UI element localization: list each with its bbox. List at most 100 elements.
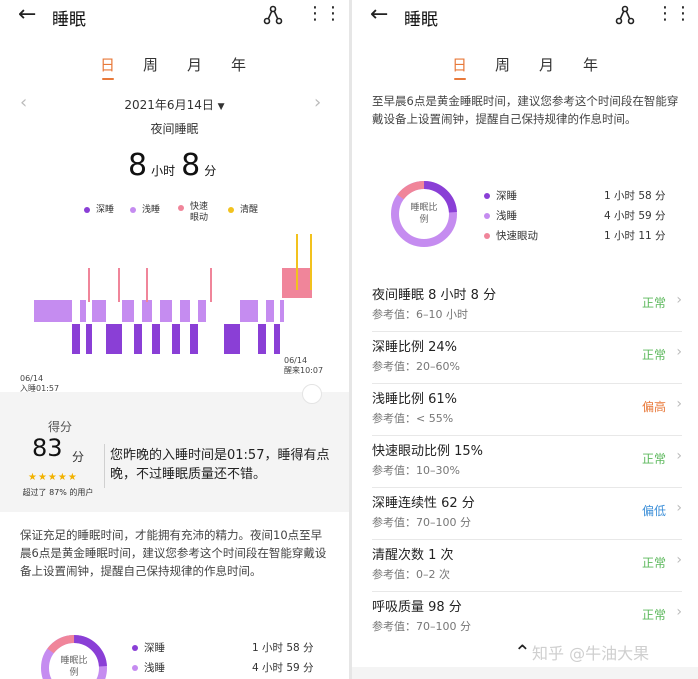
share-icon[interactable] [262,4,284,26]
sleep-segment [198,300,206,322]
deep-dot-icon [84,206,90,213]
divider [372,383,682,384]
more-icon[interactable]: ⋮⋮ [656,3,692,24]
metric-reference: 参考值：10–30% [372,464,460,477]
divider [104,444,105,488]
metric-row[interactable]: 深睡连续性 62 分 参考值：70–100 分 偏低 › [372,488,682,540]
metric-row[interactable]: 深睡比例 24% 参考值：20–60% 正常 › [372,332,682,384]
sleep-stage-chart [34,234,312,354]
prop-light: 浅睡 [132,660,165,675]
prop-deep-value: 1 小时 58 分 [604,190,666,202]
sleep-segment [142,300,152,322]
chevron-up-icon[interactable]: ⌃ [514,640,531,664]
advice-text: 保证充足的睡眠时间，才能拥有充沛的精力。夜间10点至早晨6点是黄金睡眠时间，建议… [20,528,327,578]
deep-dot-icon [132,645,138,651]
tab-month[interactable]: 月 [539,56,555,74]
proportion-ring [40,635,107,679]
prop-rem-value: 1 小时 11 分 [604,230,666,242]
ring-label: 睡眠比例 [60,656,88,678]
metric-title: 深睡比例 24% [372,340,458,355]
metric-row[interactable]: 清醒次数 1 次 参考值：0–2 次 正常 › [372,540,682,592]
sleep-start-time: 06/14 入睡01:57 [20,374,60,393]
share-icon[interactable] [614,4,636,26]
advice-text: 至早晨6点是黄金睡眠时间，建议您参考这个时间段在智能穿戴设备上设置闹钟，提醒自己… [372,94,679,126]
watermark: 知乎 @牛油大果 [532,644,650,663]
metric-title: 清醒次数 1 次 [372,548,454,563]
tab-day[interactable]: 日 [100,56,116,74]
chevron-right-icon: › [676,396,682,412]
divider [372,591,682,592]
prop-light-value: 4 小时 59 分 [252,662,314,674]
score-label: 得分 [48,420,73,434]
metric-row[interactable]: 快速眼动比例 15% 参考值：10–30% 正常 › [372,436,682,488]
metric-status: 正常 [641,556,666,570]
wake-time: 06/14 醒来10:07 [284,356,324,375]
rem-dot-icon [484,233,490,239]
tab-day[interactable]: 日 [452,56,468,74]
metric-title: 深睡连续性 62 分 [372,496,475,511]
tab-year[interactable]: 年 [231,56,247,74]
divider [372,331,682,332]
metric-reference: 参考值：20–60% [372,360,460,373]
sleep-segment [122,300,134,322]
sleep-segment [240,300,258,322]
metric-reference: 参考值：0–2 次 [372,568,450,581]
tab-week[interactable]: 周 [143,56,159,74]
more-icon[interactable]: ⋮⋮ [306,3,342,24]
tab-underline [454,78,466,80]
metric-title: 快速眼动比例 15% [372,444,484,459]
bottom-bar [352,667,698,679]
score-section [0,392,349,512]
percentile-text: 超过了 87% 的用户 [22,488,94,497]
prev-day-icon[interactable]: ‹ [20,92,28,113]
top-bar: ← 睡眠 ⋮⋮ [0,0,349,32]
stage-transition-mark [310,234,312,290]
sleep-segment [274,324,280,354]
prop-deep: 深睡 [484,188,517,203]
prop-deep: 深睡 [132,640,165,655]
light-dot-icon [484,213,490,219]
hours-unit: 小时 [151,164,176,178]
metric-status: 正常 [641,348,666,362]
metric-row[interactable]: 呼吸质量 98 分 参考值：70–100 分 正常 › [372,592,682,644]
right-panel: ← 睡眠 ⋮⋮ 日 周 月 年 至早晨6点是黄金睡眠时间，建议您参考这个时间段在… [352,0,698,679]
metric-status: 正常 [641,452,666,466]
chevron-right-icon: › [676,344,682,360]
tab-underline [102,78,114,80]
arrow-left-icon[interactable]: ← [370,2,389,27]
tab-year[interactable]: 年 [583,56,599,74]
hours-value: 8 [128,148,148,183]
sleep-segment [152,324,160,354]
sleep-segment [280,300,284,322]
tab-week[interactable]: 周 [495,56,511,74]
next-day-icon[interactable]: › [314,92,322,113]
metric-title: 呼吸质量 98 分 [372,600,462,615]
sleep-segment [106,324,122,354]
page-title: 睡眠 [52,10,86,30]
stage-transition-mark [296,234,298,290]
light-dot-icon [132,665,138,671]
sleep-segment [172,324,180,354]
chart-scrub-handle[interactable] [302,384,322,404]
arrow-left-icon[interactable]: ← [18,2,37,27]
prop-rem: 快速眼动 [484,228,538,243]
top-bar: ← 睡眠 ⋮⋮ [352,0,698,32]
rem-dot-icon [178,205,184,211]
sleep-segment [224,324,240,354]
score-value: 83 [32,434,63,462]
sleep-segment [266,300,274,322]
stage-transition-mark [146,268,148,302]
minutes-value: 8 [181,148,201,183]
sleep-segment [72,324,80,354]
metric-status: 正常 [641,296,666,310]
date-selector[interactable]: 2021年6月14日 ▼ [0,96,349,113]
tab-month[interactable]: 月 [187,56,203,74]
metric-row[interactable]: 浅睡比例 61% 参考值：< 55% 偏高 › [372,384,682,436]
legend-deep: 深睡 [84,202,114,215]
metric-row[interactable]: 夜间睡眠 8 小时 8 分 参考值：6–10 小时 正常 › [372,280,682,332]
prop-deep-value: 1 小时 58 分 [252,642,314,654]
sleep-segment [190,324,198,354]
score-unit: 分 [72,450,85,464]
prop-light-value: 4 小时 59 分 [604,210,666,222]
